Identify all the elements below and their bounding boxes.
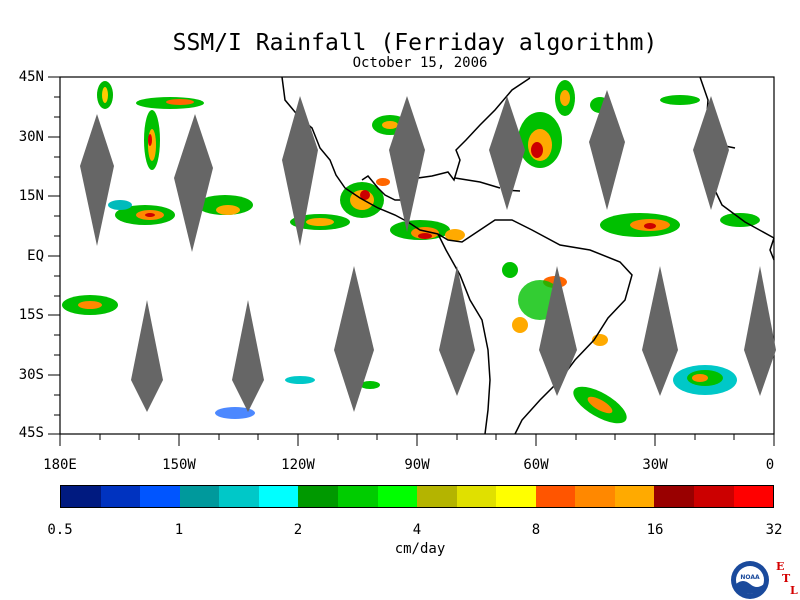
rainfall-patches [62, 80, 760, 424]
lat-label-15s: 15S [18, 307, 44, 323]
colorbar-swatch [694, 486, 734, 507]
lat-label-eq: EQ [27, 248, 44, 264]
logo-letter-t: T [782, 572, 791, 585]
map-date: October 15, 2006 [352, 55, 488, 71]
colorbar-swatch [179, 486, 220, 507]
swath-gap [744, 266, 776, 396]
swath-gap [334, 266, 374, 412]
rain-patch-south-atlantic [573, 365, 737, 424]
colorbar-tick-label: 1 [174, 522, 184, 538]
rainfall-map [48, 76, 776, 446]
colorbar-units: cm/day [394, 541, 446, 557]
noaa-logo: NOAA [731, 561, 769, 599]
logo-letter-l: L [790, 584, 798, 597]
lon-label-0: 0 [765, 457, 775, 473]
lon-label-150w: 150W [162, 457, 196, 473]
colorbar-swatch [258, 486, 299, 507]
lat-label-45s: 45S [18, 425, 44, 441]
swath-gap [232, 300, 264, 412]
lon-label-30w: 30W [642, 457, 668, 473]
lon-label-60w: 60W [523, 457, 549, 473]
colorbar-swatch [298, 486, 338, 507]
colorbar-swatch [417, 486, 457, 507]
colorbar-swatch [535, 486, 576, 507]
colorbar-swatch [456, 486, 497, 507]
logo-letter-e: E [776, 560, 785, 573]
lat-label-30n: 30N [18, 129, 44, 145]
colorbar-tick-label: 0.5 [47, 522, 73, 538]
colorbar-swatch [496, 486, 536, 507]
lon-label-120w: 120W [281, 457, 315, 473]
colorbar-swatch [337, 486, 378, 507]
swath-gap [693, 96, 729, 210]
colorbar-swatch [614, 486, 655, 507]
swath-gaps [80, 90, 776, 412]
colorbar-swatch [654, 486, 694, 507]
swath-gap [489, 96, 525, 210]
colorbar-tick-label: 8 [531, 522, 541, 538]
colorbar-tick-label: 16 [646, 522, 664, 538]
color-scale-bar [60, 485, 774, 508]
lat-label-30s: 30S [18, 367, 44, 383]
map-title: SSM/I Rainfall (Ferriday algorithm) [172, 30, 658, 56]
rain-patch-south-pacific [62, 295, 380, 419]
rain-patch-north-atlantic [518, 80, 760, 237]
swath-gap [642, 266, 678, 396]
swath-gap [282, 96, 318, 246]
lon-label-180e: 180E [43, 457, 77, 473]
colorbar-swatch [575, 486, 615, 507]
axis-ticks [48, 76, 775, 446]
lat-label-45n: 45N [18, 69, 44, 85]
swath-gap [539, 266, 577, 396]
colorbar-swatch [377, 486, 418, 507]
swath-gap [439, 266, 475, 396]
lat-label-15n: 15N [18, 188, 44, 204]
colorbar-swatch [219, 486, 259, 507]
logo-text: NOAA [740, 574, 760, 581]
swath-gap [174, 114, 213, 252]
colorbar-tick-label: 4 [412, 522, 422, 538]
swath-gap [389, 96, 425, 232]
swath-gap [589, 90, 625, 210]
colorbar-swatch [140, 486, 180, 507]
lon-label-90w: 90W [404, 457, 430, 473]
rain-patch-nw-pacific [97, 81, 204, 170]
colorbar-swatch [61, 486, 101, 507]
colorbar-tick-label: 2 [293, 522, 303, 538]
swath-gap [131, 300, 163, 412]
colorbar-swatch [100, 486, 141, 507]
colorbar-swatch [733, 486, 774, 507]
swath-gap [80, 114, 114, 246]
colorbar-tick-label: 32 [765, 522, 783, 538]
